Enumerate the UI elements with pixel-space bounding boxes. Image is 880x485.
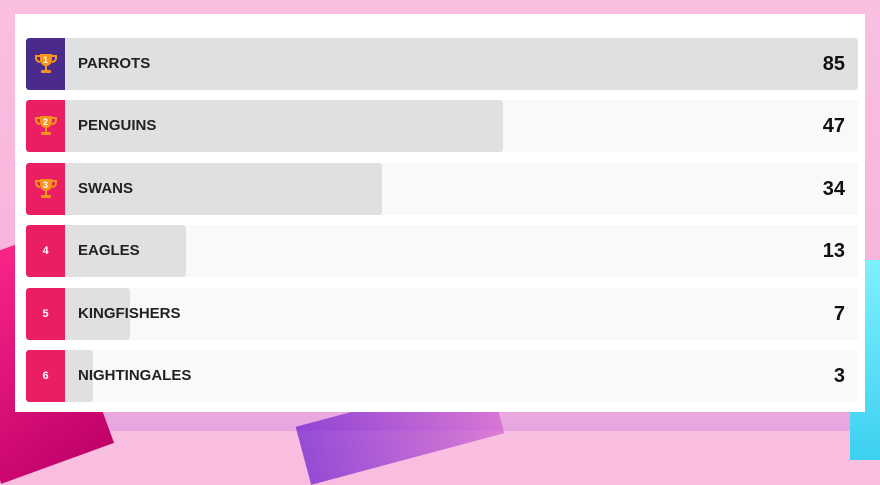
rank-number: 2	[42, 117, 48, 128]
rank-number: 4	[42, 245, 49, 258]
team-score: 85	[822, 53, 845, 75]
team-name: SWANS	[78, 179, 134, 197]
leaderboard-row: 1 PARROTS 85	[26, 38, 858, 90]
leaderboard-row: 6 NIGHTINGALES 3	[26, 350, 858, 402]
team-name: KINGFISHERS	[78, 304, 181, 322]
rank-badge: 1	[26, 38, 65, 90]
rank-number: 1	[42, 55, 48, 65]
team-score: 34	[822, 177, 845, 200]
trophy-icon: 3	[34, 177, 57, 201]
trophy-icon: 1	[34, 52, 57, 76]
team-score: 3	[833, 365, 845, 387]
rank-number: 5	[42, 307, 49, 320]
rank-badge: 2	[26, 100, 65, 153]
score-bar	[26, 162, 383, 215]
rank-badge: 6	[26, 350, 65, 402]
rank-badge: 3	[26, 162, 65, 215]
team-name: EAGLES	[78, 242, 140, 260]
trophy-icon: 2	[34, 114, 57, 138]
leaderboard-row: 5 KINGFISHERS 7	[26, 287, 858, 340]
rank-badge: 4	[26, 225, 65, 278]
leaderboard-row: 3 SWANS 34	[26, 162, 858, 215]
team-score: 13	[822, 240, 845, 263]
leaderboard-row: 4 EAGLES 13	[26, 225, 858, 278]
rank-number: 6	[42, 370, 49, 382]
team-score: 47	[822, 115, 845, 138]
score-bar	[26, 100, 504, 153]
team-name: PARROTS	[78, 55, 151, 72]
team-name: NIGHTINGALES	[78, 367, 192, 384]
leaderboard-panel: 1 PARROTS 85 2 PENGUINS 47 3 SWANS 34 4 EAGLES 13 5 K…	[15, 14, 865, 412]
rank-number: 3	[42, 179, 48, 190]
team-score: 7	[833, 302, 845, 325]
leaderboard-row: 2 PENGUINS 47	[26, 100, 858, 153]
score-bar	[26, 38, 858, 90]
rank-badge: 5	[26, 287, 65, 340]
team-name: PENGUINS	[78, 117, 157, 135]
